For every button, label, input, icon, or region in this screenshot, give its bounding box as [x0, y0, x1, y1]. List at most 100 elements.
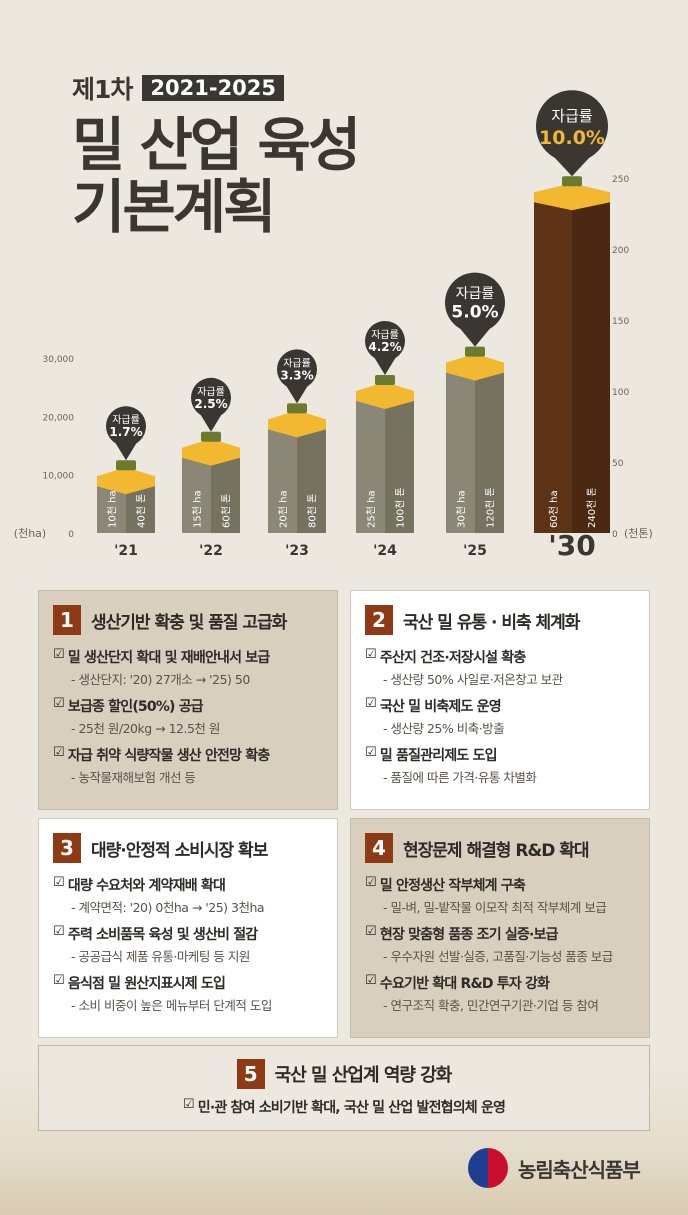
self-sufficiency-pin — [277, 349, 317, 390]
category-label: '21 — [114, 543, 138, 559]
category-label: '24 — [373, 543, 397, 559]
ministry-name: 농림축산식품부 — [518, 1157, 641, 1182]
box-title: 대량·안정적 소비시장 확보 — [91, 840, 268, 861]
pin-tail — [374, 357, 396, 375]
bar-area — [356, 391, 385, 533]
checkbox-icon: ☑ — [365, 696, 377, 711]
wheat-crown — [534, 183, 610, 211]
pin-label: 자급률 — [456, 286, 495, 302]
self-sufficiency-pin — [191, 377, 231, 418]
production-value-label: 120천 톤 — [485, 487, 497, 528]
pin-label: 자급률 — [551, 107, 593, 125]
pin-tail — [115, 442, 137, 461]
pin-value: 2.5% — [194, 397, 227, 411]
area-value-label: 25천 ha — [366, 490, 378, 528]
checkbox-icon: ☑ — [365, 924, 377, 939]
wheat-crown — [268, 410, 326, 438]
list-item: ☑ 자급 취약 식량작물 생산 안전망 확충 - 농작물재해보험 개선 등 — [53, 745, 270, 785]
left-axis-tick: 0 — [68, 530, 74, 540]
title-block: 제1차 2021-2025 밀 산업 육성 기본계획 — [72, 70, 361, 241]
area-value-label: 60천 ha — [548, 490, 560, 528]
left-axis-tick: 30,000 — [43, 355, 75, 365]
left-axis-tick: 20,000 — [43, 413, 75, 423]
list-item: ☑ 보급종 할인(50%) 공급 - 25천 원/20kg → 12.5천 원 — [53, 696, 220, 736]
self-sufficiency-pin — [536, 90, 608, 163]
strategy-box-3: 3 대량·안정적 소비시장 확보 ☑ 대량 수요처와 계약재배 확대 - 계약면적: … — [38, 818, 338, 1038]
checkbox-icon: ☑ — [53, 745, 65, 760]
checkbox-icon: ☑ — [365, 647, 377, 662]
edition-text: 제1차 — [72, 75, 133, 104]
wheat-crown — [356, 382, 414, 409]
checkbox-icon: ☑ — [365, 973, 377, 988]
pin-value: 4.2% — [368, 340, 401, 354]
checkbox-icon: ☑ — [53, 696, 65, 711]
checkbox-icon: ☑ — [182, 1097, 195, 1112]
pin-value: 10.0% — [539, 127, 605, 149]
box-title: 국산 밀 유통 · 비축 체계화 — [403, 612, 580, 633]
page-title-line2: 기본계획 — [72, 173, 276, 241]
right-axis-tick: 0 — [612, 530, 618, 540]
harvester-icon — [116, 460, 136, 471]
box-title: 현장문제 해결형 R&D 확대 — [403, 840, 590, 861]
ministry-logo: 농림축산식품부 — [468, 1148, 641, 1188]
pin-label: 자급률 — [371, 329, 399, 341]
right-axis-unit: (천톤) — [624, 526, 653, 540]
list-item: ☑ 대량 수요처와 계약재배 확대 - 계약면적: '20) 0천ha → '25)… — [53, 875, 265, 915]
pin-label: 자급률 — [197, 386, 225, 398]
bar-area — [268, 419, 297, 533]
right-axis-tick: 200 — [612, 246, 629, 256]
bar-production — [385, 391, 414, 533]
strategy-box-5: 5 국산 밀 산업계 역량 강화 ☑ 민·관 참여 소비기반 확대, 국산 밀 산업… — [38, 1045, 650, 1131]
wheat-production-chart: 0 10,000 20,000 30,000 (천ha) 0 50 100 150 200 250 (… — [14, 90, 653, 562]
page-title-line1: 밀 산업 육성 — [72, 111, 361, 179]
area-value-label: 15천 ha — [192, 490, 204, 528]
self-sufficiency-pin — [106, 406, 146, 447]
wheat-crown — [182, 438, 240, 466]
left-axis-tick: 10,000 — [43, 472, 75, 482]
harvester-icon — [562, 176, 582, 187]
years-badge: 2021-2025 — [142, 75, 285, 101]
list-item: ☑ 음식점 밀 원산지표시제 도입 - 소비 비중이 높은 메뉴부터 단계적 도입 — [53, 973, 272, 1013]
list-item: ☑ 주력 소비품목 육성 및 생산비 절감 - 공공급식 제품 유통·마케팅 등 지… — [53, 924, 258, 964]
production-value-label: 80천 톤 — [307, 494, 319, 528]
pin-tail — [552, 155, 592, 177]
pin-value: 1.7% — [109, 425, 142, 439]
wheat-crown — [97, 467, 155, 495]
pin-label: 자급률 — [112, 414, 140, 426]
bar-production — [297, 419, 326, 533]
box-title: 국산 밀 산업계 역량 강화 — [274, 1065, 453, 1086]
category-label: '23 — [285, 543, 309, 559]
category-label: '30 — [548, 529, 596, 562]
harvester-icon — [201, 431, 221, 442]
list-item: ☑ 밀 생산단지 확대 및 재배안내서 보급 - 생산단지: '20) 27개소 →… — [53, 647, 270, 687]
harvester-icon — [375, 375, 395, 385]
category-label: '25 — [463, 543, 487, 559]
checkbox-icon: ☑ — [53, 875, 65, 890]
pin-label: 자급률 — [283, 357, 311, 369]
pin-tail — [200, 413, 222, 432]
bar-production — [572, 192, 610, 533]
wheat-crown — [446, 353, 504, 381]
checkbox-icon: ☑ — [53, 973, 65, 988]
harvester-icon — [465, 346, 485, 357]
production-value-label: 60천 톤 — [221, 494, 233, 528]
box-number: 4 — [365, 833, 393, 863]
right-axis-tick: 100 — [612, 388, 629, 398]
production-value-label: 100천 톤 — [395, 487, 407, 528]
box-number: 3 — [53, 833, 81, 863]
box-number: 5 — [236, 1059, 265, 1089]
list-item: ☑ 수요기반 확대 R&D 투자 강화 - 연구조직 확충, 민간연구기관·기업 등… — [365, 973, 599, 1013]
bar-production — [475, 362, 504, 533]
list-item: ☑ 주산지 건조·저장시설 확충 - 생산량 50% 사일로·저온창고 보관 — [365, 647, 563, 687]
production-value-label: 240천 톤 — [586, 487, 598, 528]
right-axis-tick: 150 — [612, 317, 629, 327]
bar-area — [534, 192, 572, 533]
taegeuk-icon — [468, 1148, 508, 1188]
area-value-label: 20천 ha — [278, 490, 290, 528]
strategy-box-1: 1 생산기반 확충 및 품질 고급화 ☑ 밀 생산단지 확대 및 재배안내서 보급 -… — [38, 590, 338, 810]
area-value-label: 30천 ha — [456, 490, 468, 528]
pin-value: 5.0% — [451, 303, 498, 323]
list-item: ☑ 밀 품질관리제도 도입 - 품질에 따른 가격·유통 차별화 — [365, 745, 537, 785]
area-value-label: 10천 ha — [107, 490, 119, 528]
self-sufficiency-pin — [365, 321, 405, 361]
